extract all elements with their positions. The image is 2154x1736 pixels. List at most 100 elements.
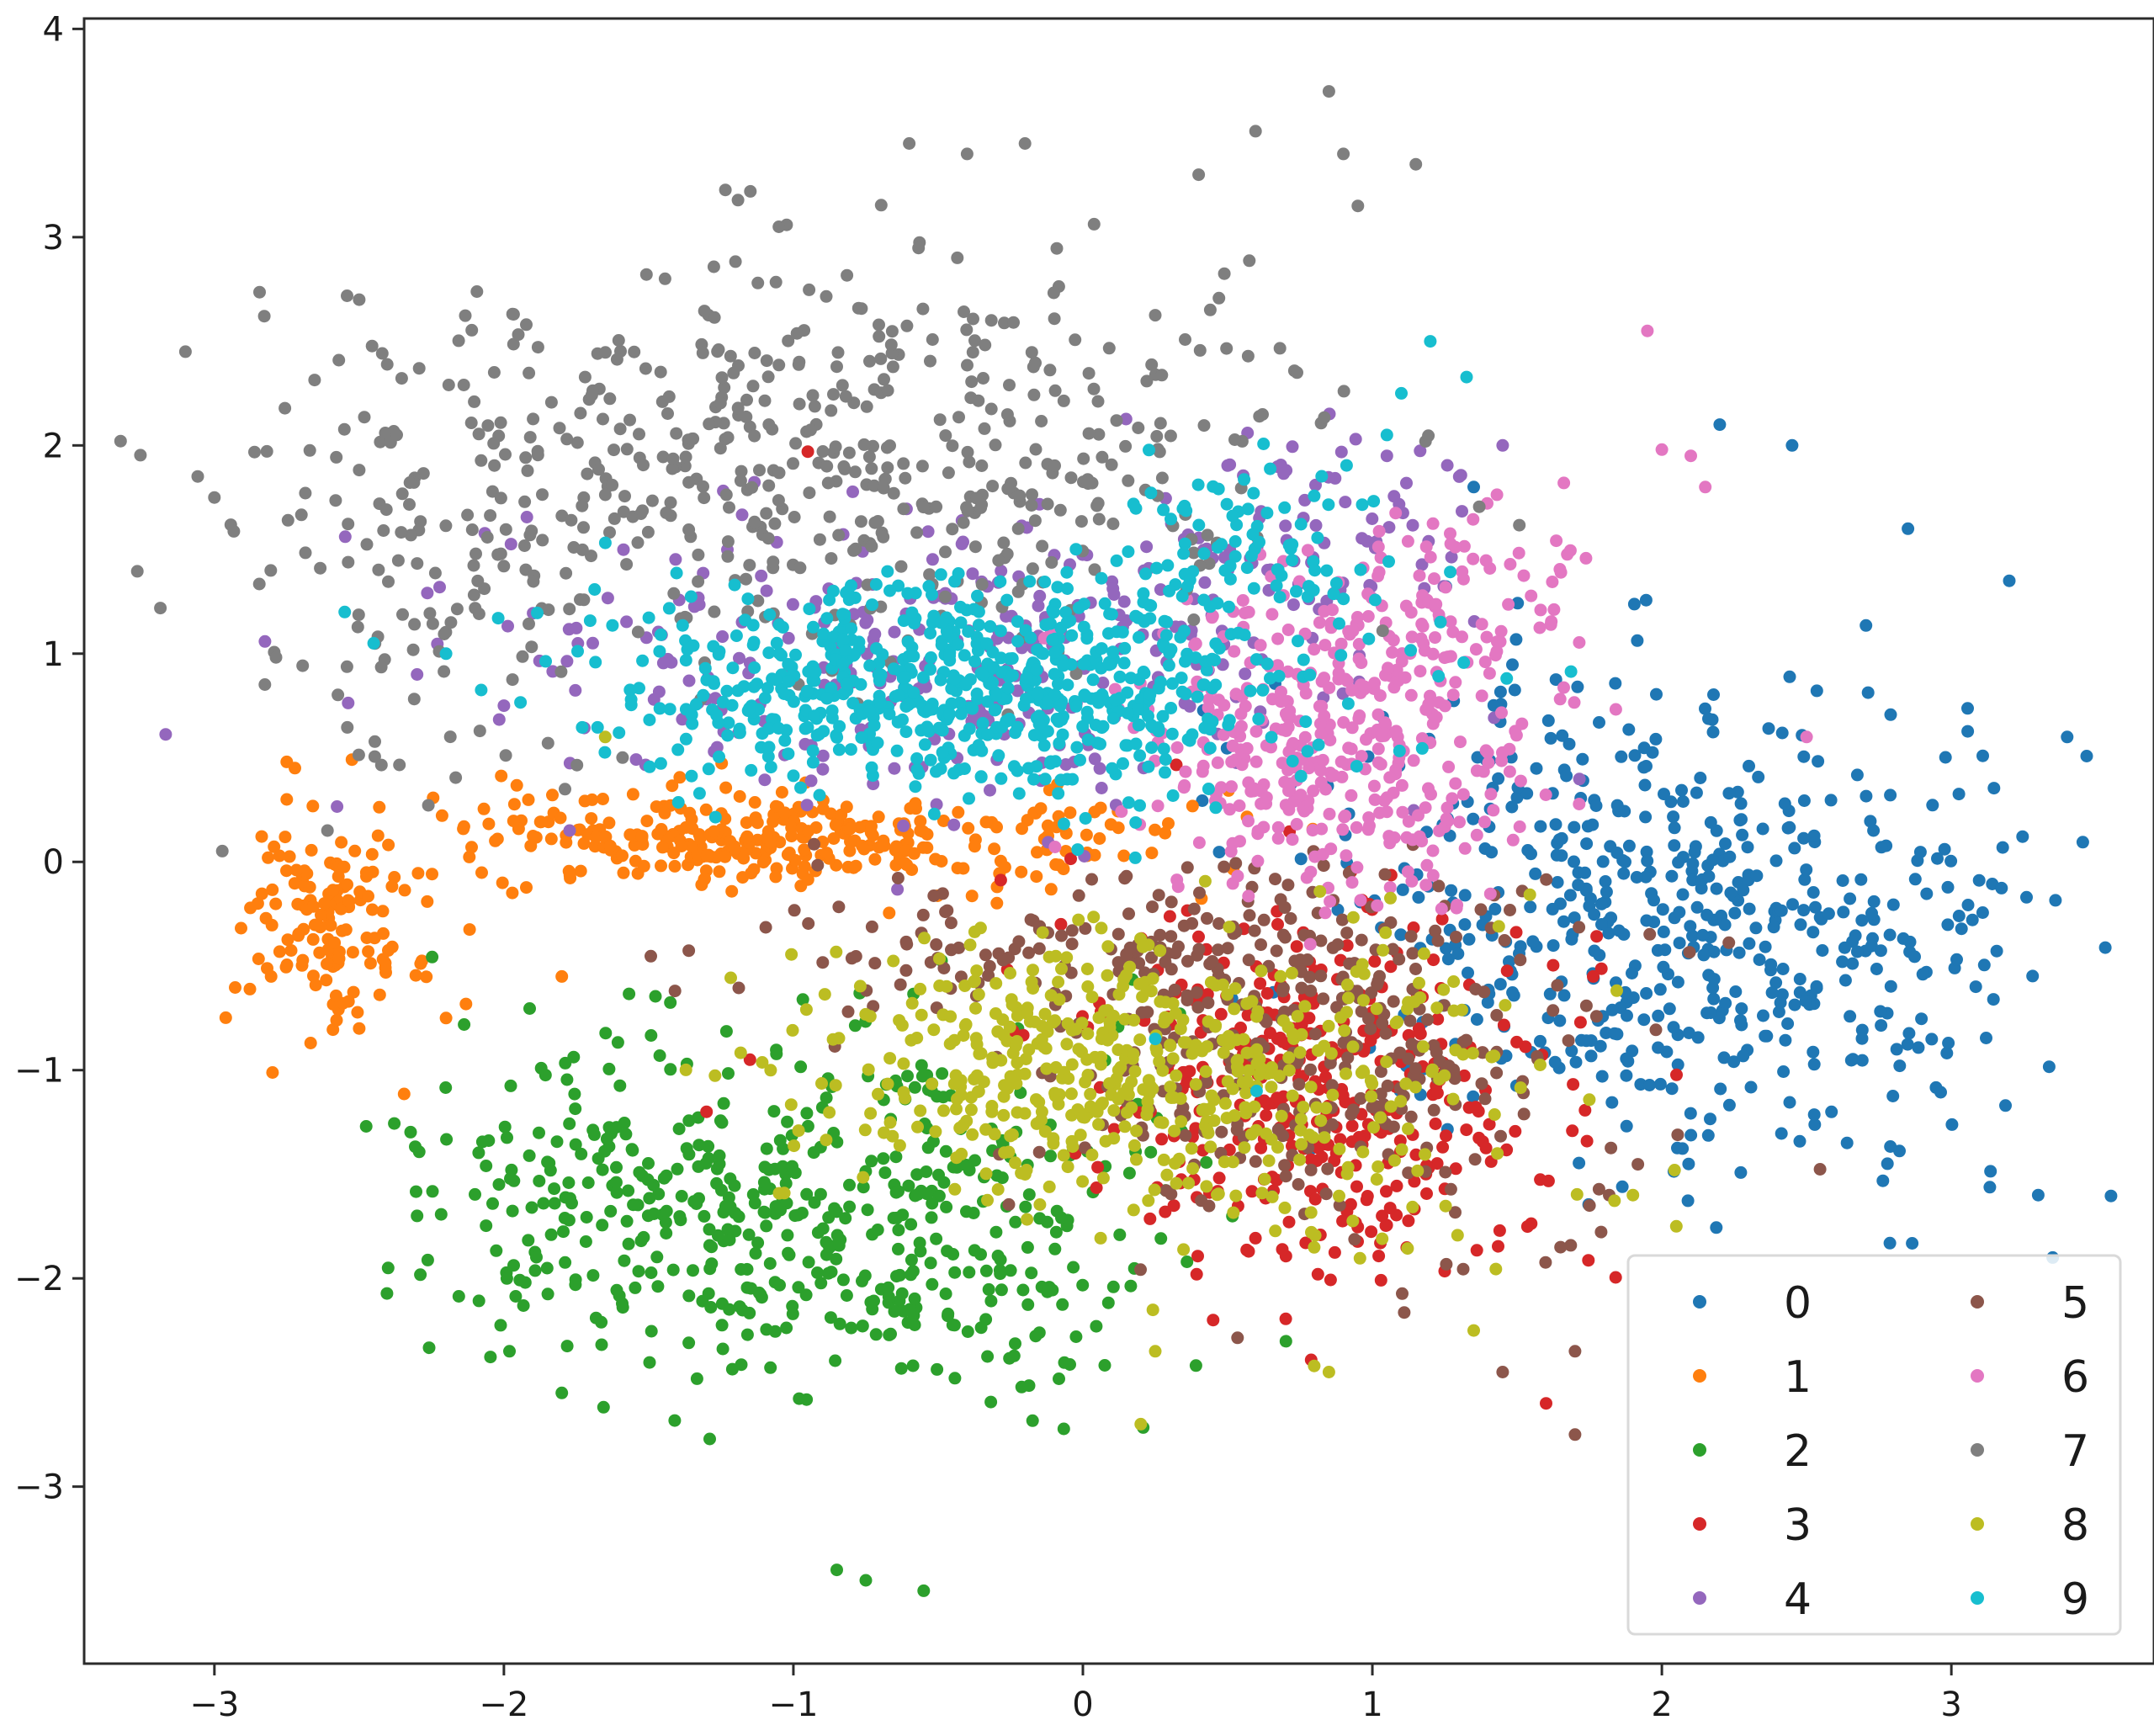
point-series-7-564 [473, 725, 486, 738]
point-series-8-309 [911, 1120, 924, 1133]
point-series-7-476 [645, 494, 659, 507]
point-series-5-39 [1393, 953, 1406, 966]
point-series-0-296 [1596, 855, 1610, 868]
point-series-8-62 [1081, 980, 1095, 993]
point-series-7-394 [660, 507, 673, 519]
point-series-2-189 [892, 1242, 905, 1256]
point-series-9-231 [679, 732, 692, 746]
point-series-1-320 [951, 862, 964, 875]
point-series-8-556 [598, 730, 612, 744]
point-series-0-497 [1675, 783, 1688, 797]
point-series-0-242 [1808, 1118, 1822, 1131]
point-series-0-171 [1557, 989, 1571, 1002]
point-series-8-171 [1038, 1125, 1052, 1139]
point-series-9-428 [892, 688, 905, 702]
point-series-6-238 [1495, 706, 1508, 719]
point-series-1-433 [337, 860, 351, 873]
point-series-2-318 [889, 1150, 903, 1164]
point-series-5-351 [1274, 893, 1287, 906]
point-series-1-417 [459, 997, 473, 1011]
point-series-1-260 [655, 823, 668, 836]
point-series-0-476 [1940, 1047, 1954, 1059]
point-series-9-479 [1333, 617, 1345, 630]
point-series-2-48 [540, 1261, 554, 1275]
point-series-5-390 [1355, 933, 1368, 947]
point-series-7-325 [1249, 125, 1262, 138]
point-series-7-537 [374, 661, 388, 674]
point-series-8-190 [1153, 1116, 1166, 1129]
point-series-8-540 [1021, 1213, 1034, 1226]
point-series-0-506 [2042, 1060, 2056, 1074]
point-series-5-288 [1230, 1123, 1244, 1137]
point-series-0-369 [1584, 1049, 1598, 1063]
point-series-6-462 [1534, 603, 1547, 617]
point-series-0-535 [1778, 797, 1791, 810]
point-series-2-476 [680, 1142, 693, 1155]
point-series-5-260 [1324, 1056, 1337, 1070]
point-series-9-322 [866, 598, 878, 612]
point-series-9-524 [883, 584, 896, 597]
point-series-8-291 [977, 1075, 990, 1089]
point-series-5-360 [927, 889, 941, 902]
point-series-9-348 [844, 743, 857, 757]
point-series-6-393 [1568, 696, 1581, 709]
point-series-7-170 [746, 380, 760, 393]
point-series-4-319 [1356, 532, 1369, 545]
point-series-6-474 [1800, 730, 1813, 744]
point-series-2-445 [602, 1121, 616, 1134]
point-series-8-519 [1324, 1047, 1338, 1060]
point-series-2-107 [597, 1400, 610, 1414]
point-series-6-389 [1550, 534, 1563, 548]
point-series-8-533 [1275, 1109, 1288, 1123]
point-series-4-175 [733, 651, 745, 665]
point-series-1-22 [546, 788, 559, 802]
point-series-2-268 [906, 1359, 920, 1372]
point-series-4-303 [1286, 440, 1299, 454]
point-series-6-366 [1484, 788, 1498, 801]
point-series-8-503 [1308, 1240, 1321, 1254]
point-series-7-68 [1041, 497, 1054, 511]
point-series-0-379 [1886, 898, 1900, 911]
point-series-2-329 [596, 1163, 609, 1176]
point-series-7-416 [382, 575, 395, 588]
point-series-2-87 [915, 1070, 929, 1083]
point-series-7-504 [881, 384, 894, 397]
point-series-1-47 [883, 906, 896, 920]
point-series-6-386 [1502, 597, 1515, 611]
point-series-5-278 [1276, 1129, 1290, 1143]
point-series-7-528 [332, 688, 345, 702]
point-series-1-443 [332, 870, 345, 884]
point-series-2-531 [610, 1283, 623, 1297]
point-series-0-348 [1690, 786, 1703, 799]
point-series-6-250 [1435, 902, 1448, 916]
point-series-7-478 [516, 650, 529, 663]
point-series-8-96 [818, 988, 831, 1001]
point-series-9-484 [870, 642, 883, 656]
point-series-7-563 [475, 454, 488, 467]
point-series-9-350 [920, 720, 934, 734]
point-series-7-513 [506, 307, 519, 321]
point-series-0-351 [1588, 908, 1601, 921]
point-series-7-558 [321, 824, 334, 837]
point-series-8-198 [1011, 1009, 1024, 1022]
point-series-8-403 [1174, 1022, 1187, 1036]
point-series-2-36 [794, 1060, 808, 1074]
point-series-7-610 [178, 345, 192, 358]
point-series-5-258 [1429, 924, 1442, 937]
point-series-7-31 [998, 316, 1011, 330]
point-series-9-360 [1005, 669, 1019, 682]
point-series-0-305 [1729, 985, 1743, 998]
point-series-5-277 [1348, 1233, 1361, 1246]
point-series-9-40 [995, 772, 1008, 785]
point-series-7-143 [457, 379, 470, 391]
point-series-2-523 [541, 1155, 554, 1169]
point-series-5-194 [1387, 995, 1400, 1008]
point-series-7-460 [821, 476, 835, 490]
point-series-1-234 [865, 820, 878, 833]
point-series-8-230 [826, 1033, 840, 1046]
point-series-8-494 [1608, 1194, 1621, 1208]
point-series-2-47 [668, 1414, 682, 1427]
point-series-0-206 [1741, 841, 1754, 854]
point-series-5-353 [1146, 900, 1159, 914]
point-series-0-189 [1548, 1055, 1562, 1069]
